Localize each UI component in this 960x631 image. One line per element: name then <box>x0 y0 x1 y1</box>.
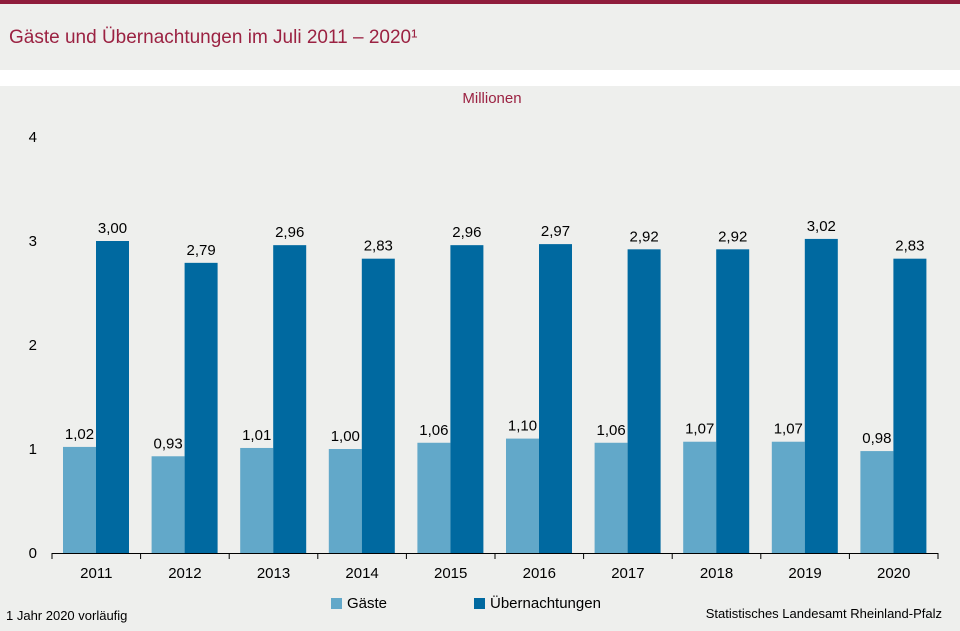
bar-uebernachtungen <box>96 241 129 553</box>
bar-gaeste <box>240 447 274 553</box>
bar-uebernachtungen <box>893 258 927 553</box>
bar-uebernachtungen <box>539 244 572 553</box>
source-note: Statistisches Landesamt Rheinland-Pfalz <box>705 606 942 621</box>
bar-gaeste <box>328 449 362 553</box>
bar-uebernachtungen <box>450 245 484 553</box>
data-label: 1,02 <box>65 426 94 443</box>
legend-swatch-uebernachtungen <box>474 598 485 609</box>
unit-label: Millionen <box>462 90 522 107</box>
bar-uebernachtungen <box>627 249 661 553</box>
data-label: 2,96 <box>275 224 304 241</box>
data-label: 1,00 <box>331 428 360 445</box>
x-tick-label: 2015 <box>434 565 467 582</box>
data-label: 2,92 <box>629 228 658 245</box>
x-tick-label: 2019 <box>788 565 821 582</box>
y-tick-label: 1 <box>29 441 37 458</box>
bars: 1,02 3,00 0,93 2,79 1,01 2,96 1,00 2,83 1,06 2,96… <box>63 218 927 554</box>
bar-gaeste <box>594 442 628 553</box>
data-label: 1,07 <box>685 421 714 438</box>
legend-label-gaeste: Gäste <box>347 595 388 612</box>
bar-uebernachtungen <box>804 238 838 554</box>
data-label: 2,97 <box>541 223 570 240</box>
x-tick-label: 2013 <box>257 565 290 582</box>
x-tick-label: 2016 <box>523 565 556 582</box>
bar-gaeste <box>506 438 539 553</box>
x-tick-label: 2012 <box>168 565 201 582</box>
y-tick-label: 2 <box>29 337 37 354</box>
data-label: 1,06 <box>596 422 625 439</box>
legend-label-uebernachtungen: Übernachtungen <box>490 595 601 612</box>
bar-gaeste <box>417 442 451 553</box>
legend-swatch-gaeste <box>331 598 342 609</box>
data-label: 0,98 <box>862 430 891 447</box>
data-label: 1,06 <box>419 422 448 439</box>
bar-uebernachtungen <box>716 249 750 553</box>
legend-item-gaeste: Gäste <box>331 595 387 612</box>
y-tick-label: 3 <box>29 233 37 250</box>
data-label: 2,96 <box>452 224 481 241</box>
x-tick-label: 2018 <box>700 565 733 582</box>
y-tick-label: 0 <box>29 545 37 562</box>
bar-gaeste <box>63 446 96 553</box>
legend-item-uebernachtungen: Übernachtungen <box>474 595 601 612</box>
data-label: 1,10 <box>508 418 537 435</box>
title-separator <box>0 70 960 86</box>
x-tick-label: 2011 <box>80 565 112 582</box>
bar-gaeste <box>860 451 894 553</box>
data-label: 3,00 <box>98 220 127 237</box>
y-tick-label: 4 <box>29 129 37 146</box>
data-label: 2,83 <box>895 238 924 255</box>
chart-title: Gäste und Übernachtungen im Juli 2011 – … <box>9 27 418 48</box>
data-label: 1,01 <box>242 427 271 444</box>
title-band <box>0 4 960 70</box>
bar-gaeste <box>771 441 805 553</box>
x-tick-label: 2014 <box>345 565 378 582</box>
data-label: 1,07 <box>774 421 803 438</box>
bar-gaeste <box>683 441 717 553</box>
x-tick-label: 2017 <box>611 565 644 582</box>
data-label: 3,02 <box>807 218 836 235</box>
data-label: 2,83 <box>364 238 393 255</box>
data-label: 0,93 <box>153 435 182 452</box>
bar-uebernachtungen <box>361 258 395 553</box>
x-tick-label: 2020 <box>877 565 910 582</box>
y-axis: 0 1 2 3 4 <box>29 129 37 562</box>
x-axis: 2011 2012 2013 2014 2015 2016 2017 2018 2019 2020 <box>51 553 939 582</box>
bar-uebernachtungen <box>273 245 307 553</box>
top-rule <box>0 0 960 4</box>
bar-gaeste <box>151 456 185 553</box>
bar-uebernachtungen <box>184 262 218 553</box>
footnote: 1 Jahr 2020 vorläufig <box>6 608 128 623</box>
data-label: 2,92 <box>718 228 747 245</box>
data-label: 2,79 <box>186 242 215 259</box>
